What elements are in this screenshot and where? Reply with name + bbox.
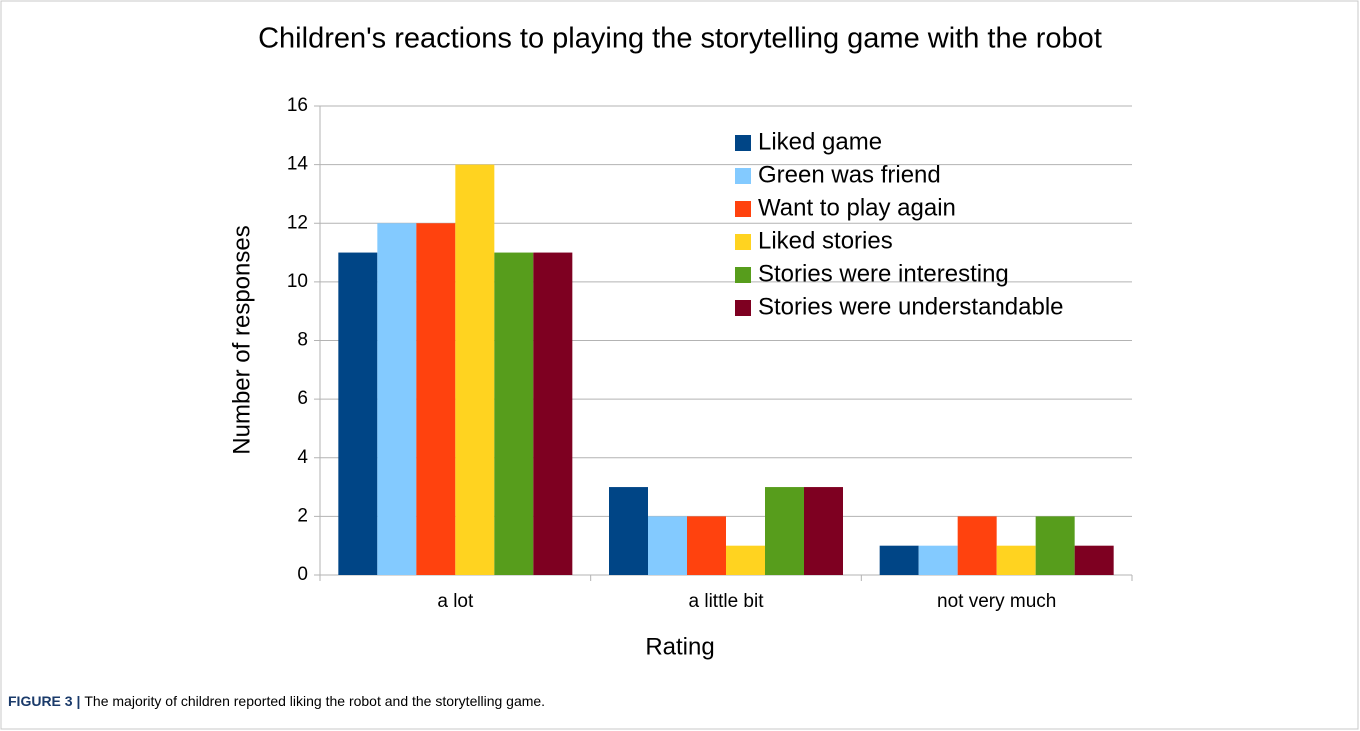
bar [918, 545, 958, 575]
x-tick-label: a little bit [689, 591, 765, 612]
chart-title: Children's reactions to playing the stor… [258, 23, 1102, 55]
bar [416, 223, 456, 575]
bar [455, 164, 495, 575]
bar [879, 545, 919, 575]
legend-swatch [735, 267, 751, 283]
bar [377, 223, 417, 575]
x-tick-label: a lot [437, 591, 474, 612]
y-tick-label: 0 [297, 564, 308, 585]
caption: FIGURE 3 | The majority of children repor… [8, 693, 545, 709]
legend-swatch [735, 201, 751, 217]
bar [609, 487, 648, 575]
bar [804, 487, 843, 575]
bar [726, 545, 765, 575]
x-axis-label: Rating [645, 633, 714, 660]
legend-swatch [735, 135, 751, 151]
y-tick-label: 8 [297, 330, 308, 351]
legend-label: Liked stories [758, 227, 893, 254]
legend-swatch [735, 234, 751, 250]
bar [648, 516, 687, 575]
bar [338, 252, 378, 575]
y-tick-label: 16 [287, 95, 308, 116]
bar [1074, 545, 1114, 575]
legend-swatch [735, 168, 751, 184]
legend-label: Liked game [758, 128, 882, 155]
legend-swatch [735, 300, 751, 316]
y-tick-label: 12 [287, 212, 308, 233]
bar [533, 252, 573, 575]
y-tick-label: 10 [287, 271, 308, 292]
legend-label: Green was friend [758, 161, 941, 188]
y-tick-label: 6 [297, 388, 308, 409]
legend-label: Want to play again [758, 194, 956, 221]
y-tick-label: 14 [287, 154, 309, 175]
bar [765, 487, 804, 575]
y-tick-label: 2 [297, 505, 308, 526]
caption-label: FIGURE 3 | [8, 693, 80, 709]
y-tick-label: 4 [297, 447, 308, 468]
bar [996, 545, 1036, 575]
bar [1035, 516, 1075, 575]
x-tick-label: not very much [937, 591, 1056, 612]
y-axis-label: Number of responses [228, 225, 255, 454]
bar [957, 516, 997, 575]
legend-label: Stories were understandable [758, 293, 1064, 320]
caption-text: The majority of children reported liking… [84, 693, 545, 709]
legend-label: Stories were interesting [758, 260, 1009, 287]
bar [687, 516, 726, 575]
bar [494, 252, 534, 575]
